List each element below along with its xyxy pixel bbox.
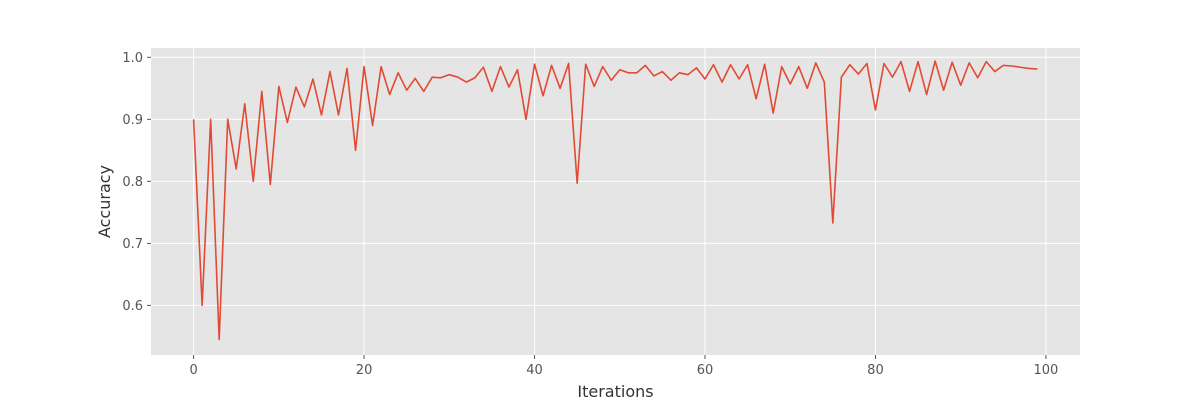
y-tick-label: 0.9 (122, 113, 143, 128)
series-layer (192, 60, 1038, 341)
y-tick-label: 1.0 (122, 51, 143, 66)
x-tick-label: 40 (526, 363, 543, 378)
plot-area (151, 48, 1080, 355)
x-axis-ticks: 0 20 40 60 80 100 (189, 355, 1058, 378)
x-tick-label: 20 (356, 363, 373, 378)
y-axis-label: Accuracy (95, 165, 114, 238)
x-tick-label: 0 (189, 363, 197, 378)
x-tick-label: 100 (1033, 363, 1058, 378)
grid-lines (151, 48, 1080, 355)
accuracy-series-line (192, 60, 1038, 341)
y-tick-label: 0.8 (122, 175, 143, 190)
x-tick-label: 80 (867, 363, 884, 378)
y-tick-label: 0.6 (122, 299, 143, 314)
y-tick-label: 0.7 (122, 237, 143, 252)
y-axis-ticks: 0.6 0.7 0.8 0.9 1.0 (122, 51, 151, 314)
x-tick-label: 60 (697, 363, 714, 378)
x-axis-label: Iterations (577, 382, 653, 400)
